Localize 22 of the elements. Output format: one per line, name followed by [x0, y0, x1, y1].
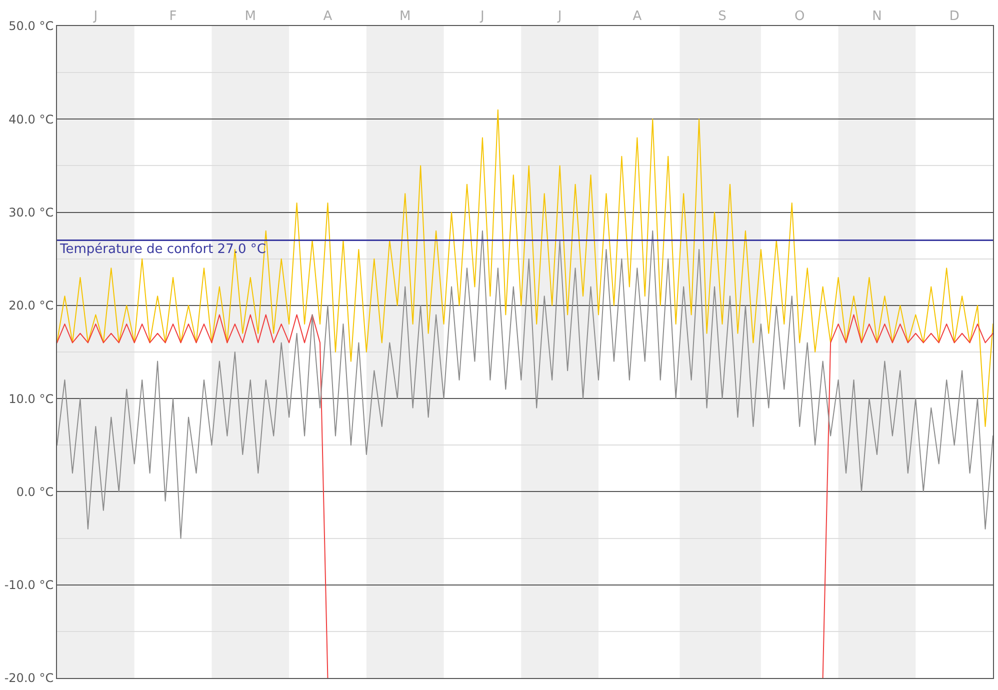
y-tick-label: -20.0 °C [4, 671, 54, 686]
line-series [57, 109, 993, 428]
x-tick-label: M [399, 8, 411, 24]
x-tick-label: J [556, 8, 562, 24]
x-tick-label: M [244, 8, 256, 24]
y-tick-label: 40.0 °C [8, 112, 54, 126]
y-tick-label: 10.0 °C [8, 392, 54, 406]
x-tick-label: N [872, 8, 882, 24]
x-tick-label: S [718, 8, 726, 24]
y-tick-label: 0.0 °C [16, 484, 54, 499]
y-tick-label: -10.0 °C [4, 578, 54, 592]
x-tick-label: D [949, 8, 960, 24]
x-tick-label: F [169, 8, 177, 24]
y-tick-label: 20.0 °C [8, 298, 54, 313]
x-tick-label: J [92, 8, 98, 24]
line-series [57, 230, 993, 539]
y-tick-label: 50.0 °C [8, 19, 54, 34]
x-tick-label: A [632, 8, 642, 24]
y-tick-label: 30.0 °C [8, 205, 54, 220]
x-tick-label: J [480, 8, 484, 24]
x-tick-label: O [794, 8, 805, 24]
x-tick-label: A [323, 8, 332, 24]
